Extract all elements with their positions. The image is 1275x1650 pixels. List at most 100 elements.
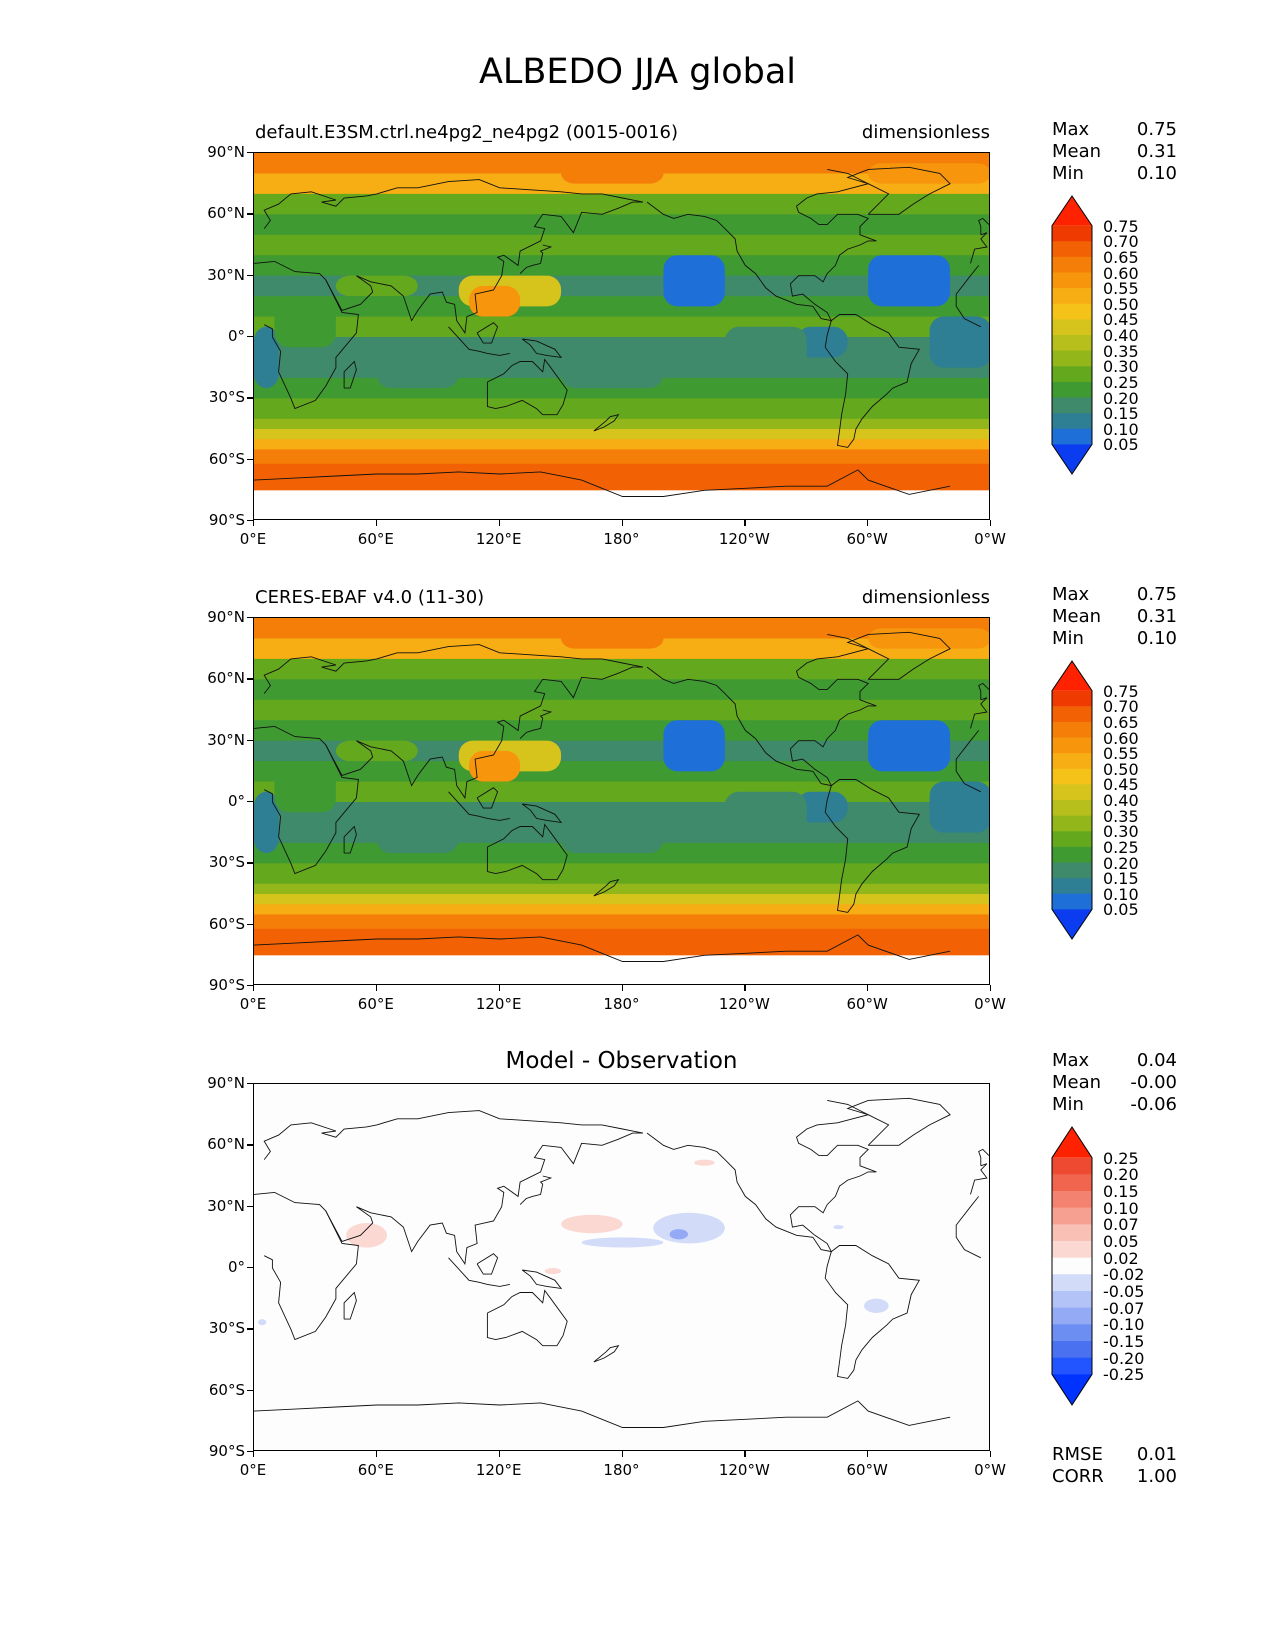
- lon-tick-label: 180°: [603, 530, 640, 548]
- colorbar-segment: [1052, 661, 1092, 691]
- albedo-band: [254, 658, 989, 680]
- stat-rmse-label: RMSE: [1052, 1444, 1103, 1465]
- albedo-patch: [663, 255, 725, 307]
- stat-min-value: 0.10: [1136, 163, 1177, 184]
- albedo-band: [254, 914, 989, 930]
- lat-tick-mark: [247, 1205, 253, 1207]
- coastline: [254, 725, 982, 875]
- lon-tick-mark: [621, 1451, 623, 1457]
- lat-tick-label: 60°S: [208, 1380, 245, 1399]
- colorbar-outline: [1051, 1126, 1093, 1406]
- lat-tick-label: 60°S: [208, 449, 245, 468]
- albedo-band: [254, 193, 989, 215]
- colorbar-tick-label: 0.10: [1103, 884, 1139, 904]
- coastline: [325, 1132, 643, 1266]
- difference-blob: [864, 1298, 889, 1313]
- colorbar-tick-label: -0.02: [1103, 1265, 1145, 1285]
- lon-tick-label: 120°E: [475, 530, 522, 548]
- albedo-patch: [254, 941, 989, 956]
- difference-field: [254, 1084, 989, 1450]
- colorbar-tick-label: 0.60: [1103, 728, 1139, 748]
- colorbar-segment: [1052, 1241, 1092, 1259]
- lat-tick-mark: [247, 617, 253, 619]
- albedo-band: [254, 255, 989, 277]
- stat-mean-value: 0.31: [1136, 606, 1177, 627]
- lat-tick-label: 90°N: [207, 608, 245, 626]
- coastline: [521, 1269, 563, 1289]
- lon-tick-mark: [375, 520, 378, 526]
- lon-tick-mark: [867, 520, 869, 526]
- difference-blob: [561, 1214, 623, 1234]
- coastline: [846, 631, 951, 680]
- lat-tick-label: 60°N: [207, 204, 245, 223]
- lat-tick-mark: [247, 1451, 253, 1453]
- colorbar-segment: [1052, 381, 1092, 398]
- albedo-band: [254, 638, 989, 660]
- lat-tick-mark: [247, 985, 253, 987]
- albedo-patch: [868, 255, 951, 307]
- colorbar-tick-label: 0.15: [1103, 1182, 1139, 1201]
- colorbar-tick-label: 0.02: [1103, 1248, 1139, 1268]
- colorbar-segment: [1052, 1357, 1092, 1375]
- albedo-patch: [561, 628, 664, 649]
- lat-tick-label: 30°N: [207, 265, 245, 284]
- albedo-band: [254, 418, 989, 430]
- colorbar-tick-label: 0.10: [1103, 1198, 1139, 1218]
- coastline: [521, 338, 563, 358]
- coastline: [254, 260, 982, 410]
- panel-left-title: default.E3SM.ctrl.ne4pg2_ne4pg2 (0015-00…: [255, 122, 678, 143]
- stat-min-label: Min: [1052, 163, 1084, 184]
- colorbar: [1051, 195, 1093, 475]
- stat-mean-label: Mean: [1052, 141, 1102, 162]
- colorbar-segment: [1052, 1307, 1092, 1325]
- colorbar-tick-label: 0.05: [1103, 1232, 1139, 1251]
- colorbar-segment: [1052, 846, 1092, 863]
- missing-data: [254, 490, 989, 519]
- lat-tick-label: 90°S: [208, 511, 245, 529]
- colorbar-segment: [1052, 428, 1092, 445]
- difference-blob: [346, 1223, 388, 1248]
- lon-tick-label: 60°W: [846, 995, 888, 1013]
- lat-tick-label: 30°S: [208, 388, 245, 407]
- lon-tick-label: 60°E: [357, 530, 394, 548]
- albedo-patch: [868, 163, 989, 184]
- colorbar-tick-label: 0.07: [1103, 1215, 1139, 1235]
- lat-tick-mark: [247, 801, 253, 803]
- lon-tick-mark: [253, 1451, 255, 1457]
- coastline: [824, 1245, 921, 1379]
- lon-tick-label: 0°W: [974, 995, 1006, 1013]
- panel-left-title: CERES-EBAF v4.0 (11-30): [255, 587, 485, 608]
- colorbar-segment: [1052, 319, 1092, 336]
- albedo-patch: [274, 296, 336, 348]
- colorbar-outline: [1051, 195, 1093, 475]
- colorbar-segment: [1052, 831, 1092, 848]
- stat-max-value: 0.04: [1136, 1050, 1177, 1071]
- lat-tick-label: 90°S: [208, 1442, 245, 1460]
- panel-right-title: dimensionless: [861, 587, 990, 608]
- coastline: [519, 244, 553, 274]
- lon-tick-mark: [744, 1451, 746, 1457]
- colorbar-segment: [1052, 350, 1092, 367]
- map-canvas: [254, 1084, 989, 1450]
- coastline: [254, 1400, 951, 1428]
- colorbar-segment: [1052, 815, 1092, 832]
- colorbar-tick-label: -0.07: [1103, 1298, 1145, 1318]
- colorbar-tick-label: -0.20: [1103, 1348, 1145, 1368]
- albedo-patch: [254, 326, 279, 389]
- lon-tick-mark: [253, 985, 255, 991]
- lat-tick-label: 0°: [227, 1258, 245, 1276]
- colorbar-segment: [1052, 1324, 1092, 1342]
- coastline: [343, 1291, 357, 1320]
- colorbar-segment: [1052, 893, 1092, 910]
- albedo-patch: [929, 316, 989, 368]
- lat-tick-label: 90°S: [208, 976, 245, 994]
- lon-tick-label: 180°: [603, 1461, 640, 1479]
- albedo-band: [254, 761, 989, 783]
- colorbar-tick-label: 0.70: [1103, 232, 1139, 252]
- coastline-layer: [254, 631, 989, 962]
- coastline-layer: [254, 1097, 989, 1428]
- lon-tick-label: 0°W: [974, 530, 1006, 548]
- map-panel-model: [253, 152, 990, 520]
- stat-min-label: Min: [1052, 1094, 1084, 1115]
- colorbar-segment: [1052, 1191, 1092, 1209]
